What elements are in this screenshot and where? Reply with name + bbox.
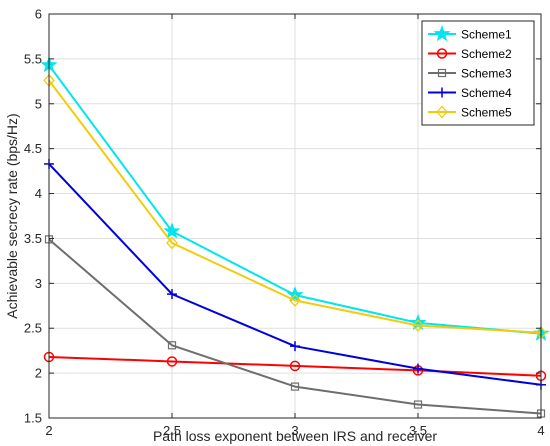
y-tick-label: 5 bbox=[35, 96, 42, 111]
legend-item-scheme3: Scheme3 bbox=[428, 67, 512, 81]
series-line-scheme5 bbox=[48, 79, 542, 334]
data-point-scheme2 bbox=[289, 360, 301, 372]
legend-item-scheme5: Scheme5 bbox=[428, 106, 512, 120]
legend-marker-scheme4 bbox=[437, 87, 447, 98]
data-point-scheme3 bbox=[167, 341, 177, 350]
data-point-scheme3 bbox=[290, 382, 300, 391]
legend-marker-scheme5 bbox=[436, 105, 448, 119]
y-tick-label: 3.5 bbox=[24, 231, 42, 246]
legend-item-scheme4: Scheme4 bbox=[428, 86, 512, 100]
series-line-scheme3 bbox=[48, 238, 542, 415]
x-tick-label: 3.5 bbox=[409, 423, 427, 438]
x-tick-label: 2 bbox=[45, 423, 52, 438]
y-axis-label: Achievable secrecy rate (bps/Hz) bbox=[4, 113, 20, 318]
legend-label: Scheme1 bbox=[461, 28, 512, 42]
data-point-scheme1 bbox=[163, 222, 181, 239]
x-axis-label: Path loss exponent between IRS and recei… bbox=[153, 428, 437, 444]
y-tick-label: 5.5 bbox=[24, 51, 42, 66]
y-tick-label: 2.5 bbox=[24, 321, 42, 336]
legend-marker-scheme2 bbox=[436, 48, 448, 59]
y-tick-label: 6 bbox=[35, 7, 42, 22]
legend-marker-scheme1 bbox=[433, 25, 451, 42]
data-point-scheme3 bbox=[413, 400, 423, 409]
data-point-scheme5 bbox=[412, 319, 424, 332]
y-tick-label: 4.5 bbox=[24, 141, 42, 156]
legend: Scheme1 Scheme2 Scheme3 Scheme4 Scheme5 bbox=[421, 20, 535, 126]
legend-label: Scheme5 bbox=[461, 106, 512, 120]
legend-label: Scheme2 bbox=[461, 47, 512, 61]
data-point-scheme5 bbox=[166, 236, 178, 250]
data-point-scheme4 bbox=[167, 289, 177, 300]
data-point-scheme4 bbox=[413, 363, 423, 374]
x-tick-label: 3 bbox=[291, 423, 298, 438]
data-point-scheme4 bbox=[290, 341, 300, 352]
axis-ticks: 2 2.5 3 3.5 41.522.533.544.555.56 bbox=[24, 7, 545, 439]
legend-label: Scheme3 bbox=[461, 67, 512, 81]
legend-item-scheme1: Scheme1 bbox=[428, 25, 512, 42]
legend-label: Scheme4 bbox=[461, 86, 512, 100]
x-tick-label: 2.5 bbox=[163, 423, 181, 438]
series-line-scheme2 bbox=[48, 355, 542, 377]
legend-marker-scheme3 bbox=[437, 68, 447, 78]
legend-item-scheme2: Scheme2 bbox=[428, 47, 512, 61]
y-tick-label: 1.5 bbox=[24, 411, 42, 426]
data-point-scheme2 bbox=[166, 356, 178, 367]
series-scheme2 bbox=[43, 351, 547, 382]
x-tick-label: 4 bbox=[537, 423, 544, 438]
y-tick-label: 2 bbox=[35, 366, 42, 381]
y-tick-label: 3 bbox=[35, 276, 42, 291]
y-tick-label: 4 bbox=[35, 186, 42, 201]
data-point-scheme5 bbox=[289, 293, 301, 307]
